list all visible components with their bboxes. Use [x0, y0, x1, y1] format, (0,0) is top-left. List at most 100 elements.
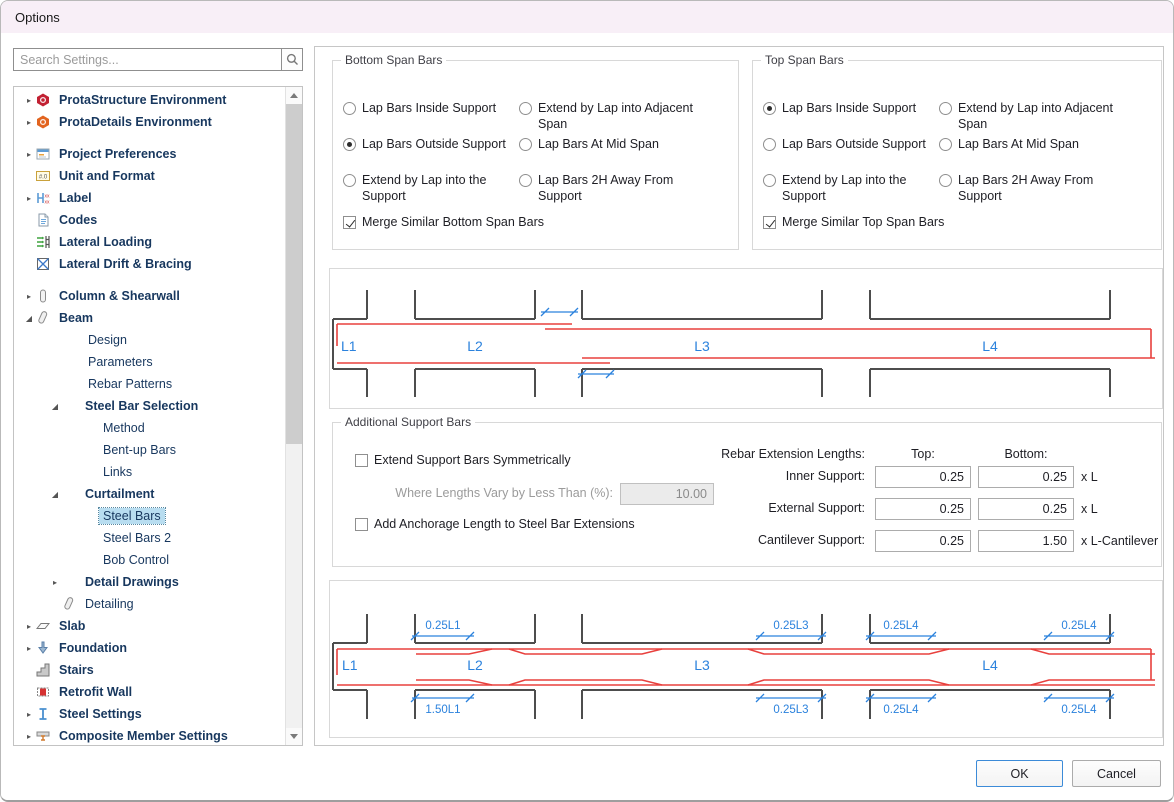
radio-lap-bars-inside-support[interactable] [343, 102, 356, 115]
radio-lap-bars-at-mid-span[interactable] [519, 138, 532, 151]
cancel-button[interactable]: Cancel [1072, 760, 1161, 787]
protadetails-icon [36, 115, 52, 129]
checkbox-merge-similar-bottom-span-bars[interactable] [343, 216, 356, 229]
tree-item-unit-and-format[interactable]: #.0 Unit and Format [14, 165, 285, 187]
tree-item-stairs[interactable]: Stairs [14, 659, 285, 681]
tree-item-steel-bars-2[interactable]: Steel Bars 2 [14, 527, 285, 549]
tree-item-protadetails-environment[interactable]: ▸ ProtaDetails Environment [14, 111, 285, 133]
scroll-thumb[interactable] [286, 104, 302, 444]
tree-item-column-shearwall[interactable]: ▸ Column & Shearwall [14, 285, 285, 307]
radio-lap-bars-2h-away-from-support[interactable] [519, 174, 532, 187]
titlebar: Options [1, 1, 1173, 33]
collapsed-expander-icon[interactable]: ▸ [26, 117, 31, 127]
scroll-down-button[interactable] [286, 728, 302, 745]
tree-item-beam[interactable]: ◢ Beam [14, 307, 285, 329]
tree-item-steel-settings[interactable]: ▸ Steel Settings [14, 703, 285, 725]
external-support-bottom-input[interactable] [978, 498, 1074, 520]
radio-extend-by-lap-into-the-support[interactable] [763, 174, 776, 187]
collapsed-expander-icon[interactable]: ▸ [26, 731, 31, 741]
expanded-expander-icon[interactable]: ◢ [51, 401, 59, 411]
tree-item-slab[interactable]: ▸ Slab [14, 615, 285, 637]
collapsed-expander-icon[interactable]: ▸ [26, 643, 31, 653]
radio-option: Extend by Lap into Adjacent Span [939, 101, 1116, 132]
radio-lap-bars-2h-away-from-support[interactable] [939, 174, 952, 187]
tree-item-label: Composite Member Settings [59, 729, 228, 743]
radio-label: Extend by Lap into the Support [362, 173, 487, 203]
radio-lap-bars-outside-support[interactable] [343, 138, 356, 151]
collapsed-expander-icon[interactable]: ▸ [26, 709, 31, 719]
column-header-top: Top: [911, 447, 935, 461]
radio-extend-by-lap-into-adjacent-span[interactable] [519, 102, 532, 115]
radio-lap-bars-inside-support[interactable] [763, 102, 776, 115]
tree-item-method[interactable]: Method [14, 417, 285, 439]
collapsed-expander-icon[interactable]: ▸ [26, 95, 31, 105]
tree-item-protastructure-environment[interactable]: ▸ ProtaStructure Environment [14, 89, 285, 111]
top-span-bars-group: Top Span Bars Lap Bars Inside Support Ext… [752, 53, 1162, 250]
tree-item-label[interactable]: ▸ xx xx Label [14, 187, 285, 209]
ok-button[interactable]: OK [976, 760, 1063, 787]
expanded-expander-icon[interactable]: ◢ [51, 489, 59, 499]
tree-item-design[interactable]: Design [14, 329, 285, 351]
radio-lap-bars-outside-support[interactable] [763, 138, 776, 151]
extension-dimension-arrows [410, 631, 1115, 703]
collapsed-expander-icon[interactable]: ▸ [52, 577, 57, 587]
tree-item-label: Curtailment [85, 487, 155, 501]
rebar-row-label: Inner Support: [785, 469, 865, 483]
tree-item-bent-up-bars[interactable]: Bent-up Bars [14, 439, 285, 461]
dimension-label: 0.25L4 [883, 620, 919, 632]
search-input[interactable] [13, 48, 281, 71]
tree-item-project-preferences[interactable]: ▸ Project Preferences [14, 143, 285, 165]
collapsed-expander-icon[interactable]: ▸ [26, 149, 31, 159]
radio-option: Lap Bars 2H Away From Support [939, 173, 1116, 204]
checkbox-extend-support-bars-symmetrically[interactable] [355, 454, 368, 467]
cantilever-support-top-input[interactable] [875, 530, 971, 552]
tree-item-rebar-patterns[interactable]: Rebar Patterns [14, 373, 285, 395]
tree-item-steel-bars[interactable]: Steel Bars [14, 505, 285, 527]
tree-item-curtailment[interactable]: ◢ Curtailment [14, 483, 285, 505]
lateral-drift-icon [36, 257, 52, 271]
tree-item-label: Rebar Patterns [88, 377, 173, 391]
tree-item-codes[interactable]: Codes [14, 209, 285, 231]
tree-item-label: Beam [59, 311, 94, 325]
radio-extend-by-lap-into-the-support[interactable] [343, 174, 356, 187]
cantilever-support-bottom-input[interactable] [978, 530, 1074, 552]
tree-scrollbar[interactable] [285, 87, 302, 745]
checkbox-add-anchorage-length-to-steel-bar-extensions[interactable] [355, 518, 368, 531]
tree-item-bob-control[interactable]: Bob Control [14, 549, 285, 571]
tree-item-foundation[interactable]: ▸ Foundation [14, 637, 285, 659]
tree-item-steel-bar-selection[interactable]: ◢ Steel Bar Selection [14, 395, 285, 417]
tree-item-parameters[interactable]: Parameters [14, 351, 285, 373]
tree-item-lateral-drift-bracing[interactable]: Lateral Drift & Bracing [14, 253, 285, 275]
composite-icon [36, 729, 52, 743]
foundation-icon [36, 641, 52, 655]
external-support-top-input[interactable] [875, 498, 971, 520]
search-button[interactable] [281, 48, 303, 71]
vary-threshold-input[interactable] [620, 483, 714, 505]
tree-item-detailing[interactable]: Detailing [14, 593, 285, 615]
scroll-up-button[interactable] [286, 87, 302, 104]
radio-extend-by-lap-into-adjacent-span[interactable] [939, 102, 952, 115]
radio-option: Extend by Lap into Adjacent Span [519, 101, 696, 132]
collapsed-expander-icon[interactable]: ▸ [26, 291, 31, 301]
tree-item-composite-member-settings[interactable]: ▸ Composite Member Settings [14, 725, 285, 745]
icon-spacer [62, 575, 78, 589]
tree-item-detail-drawings[interactable]: ▸ Detail Drawings [14, 571, 285, 593]
checkbox-merge-similar-top-span-bars[interactable] [763, 216, 776, 229]
tree-item-lateral-loading[interactable]: Lateral Loading [14, 231, 285, 253]
inner-support-top-input[interactable] [875, 466, 971, 488]
radio-lap-bars-at-mid-span[interactable] [939, 138, 952, 151]
expanded-expander-icon[interactable]: ◢ [25, 313, 33, 323]
tree-item-retrofit-wall[interactable]: Retrofit Wall [14, 681, 285, 703]
inner-support-bottom-input[interactable] [978, 466, 1074, 488]
bottom-span-bars-group: Bottom Span Bars Lap Bars Inside Support… [332, 53, 739, 250]
tree-item-links[interactable]: Links [14, 461, 285, 483]
dimension-label: 0.25L3 [773, 704, 808, 716]
span-label: L1 [342, 657, 358, 673]
tree-item-label: Project Preferences [59, 147, 177, 161]
collapsed-expander-icon[interactable]: ▸ [26, 621, 31, 631]
rebar-extension-header: Rebar Extension Lengths: [721, 447, 865, 461]
magnifier-icon [286, 53, 298, 65]
checkbox-option: Merge Similar Bottom Span Bars [343, 215, 544, 231]
collapsed-expander-icon[interactable]: ▸ [26, 193, 31, 203]
dimension-label: 0.25L1 [425, 620, 460, 632]
